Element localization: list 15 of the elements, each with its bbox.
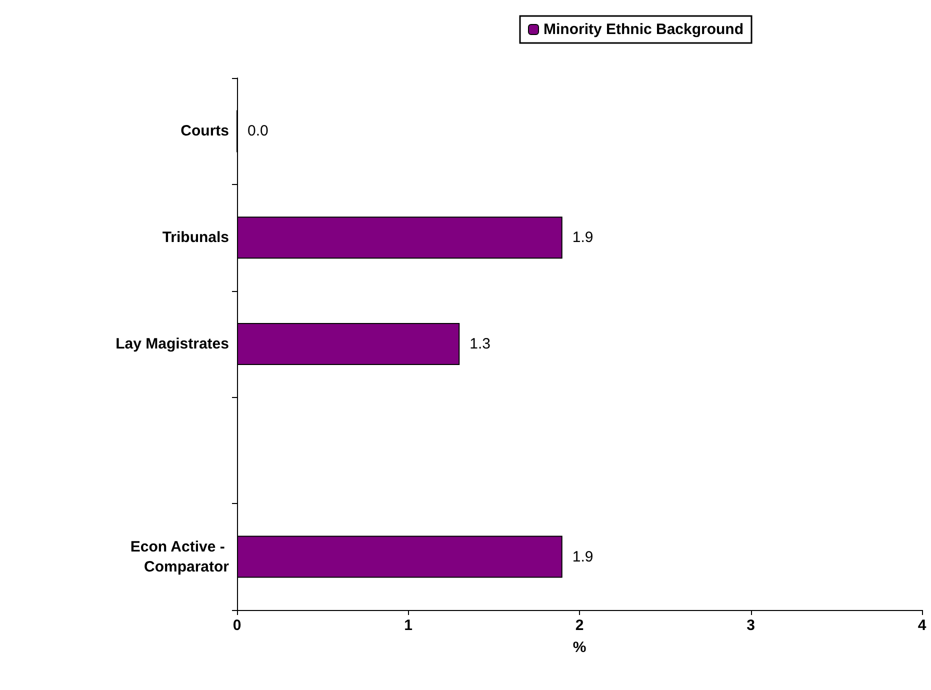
x-tick-label: 1 xyxy=(404,617,412,634)
x-tick-label: 3 xyxy=(746,617,755,634)
x-tick-label: 0 xyxy=(232,617,242,634)
y-tick-label: Lay Magistrates xyxy=(116,336,229,352)
x-tick-label: 2 xyxy=(575,617,584,634)
y-tick-label: Tribunals xyxy=(162,229,229,246)
y-tick-label: Econ Active - Comparator xyxy=(130,538,230,576)
data-label: 0.0 xyxy=(248,122,268,140)
x-axis-title: % xyxy=(572,639,586,656)
data-label: 1.3 xyxy=(470,336,490,352)
data-label: 1.9 xyxy=(572,229,594,246)
legend-label: Minority Ethnic Background xyxy=(544,21,744,38)
x-tick-label: 4 xyxy=(918,617,927,634)
y-tick-label: Courts xyxy=(180,122,229,140)
data-label: 1.9 xyxy=(572,548,594,566)
